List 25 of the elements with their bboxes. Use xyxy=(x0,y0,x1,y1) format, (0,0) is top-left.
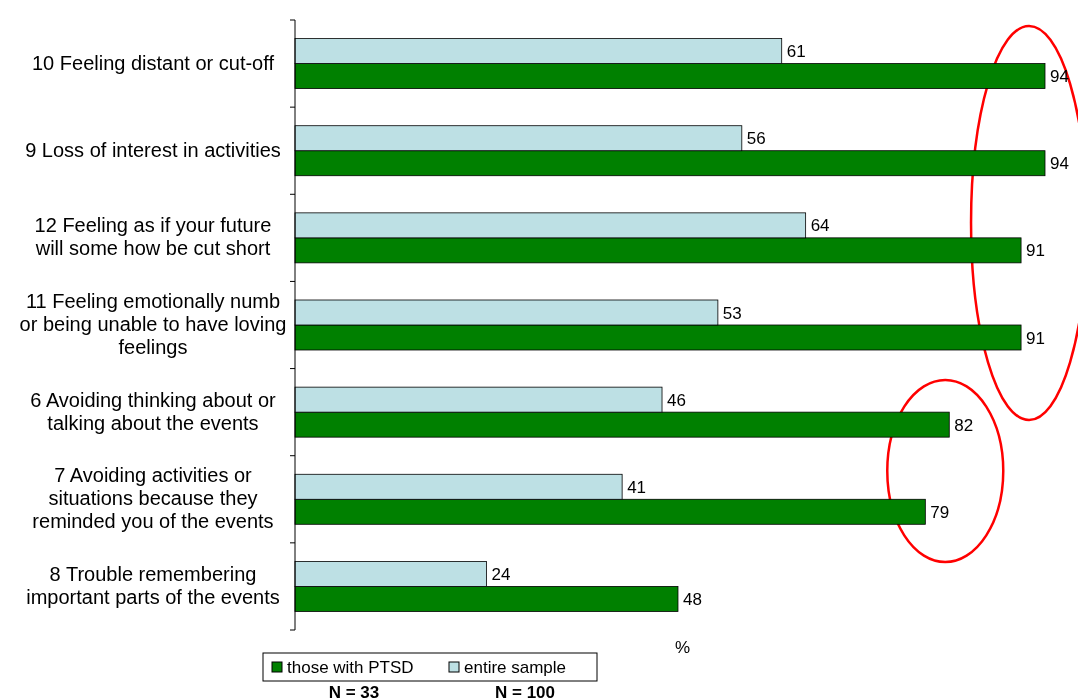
y-tick-label: 12 Feeling as if your future will some how be cut short xyxy=(34,214,272,260)
data-label: 24 xyxy=(491,564,511,584)
legend-label: entire sample xyxy=(464,658,567,677)
legend-label: those with PTSD xyxy=(287,658,414,677)
data-label: 82 xyxy=(954,415,974,435)
y-tick-label: 8 Trouble remembering important parts of the events xyxy=(26,562,280,608)
text: N = 100 xyxy=(494,683,556,700)
data-label: 94 xyxy=(1050,154,1069,174)
data-label: 91 xyxy=(1026,241,1045,261)
y-tick-label: 10 Feeling distant or cut-off xyxy=(32,51,275,74)
data-label: 91 xyxy=(1026,328,1045,348)
text: N = 33 xyxy=(328,683,380,700)
y-tick-label: 7 Avoiding activities or situations because they reminded you of the events xyxy=(32,464,274,533)
data-label: 46 xyxy=(667,390,686,410)
x-axis-title: % xyxy=(674,638,691,657)
data-label: 53 xyxy=(722,303,742,323)
y-tick-label: 9 Loss of interest in activities xyxy=(25,138,281,161)
y-tick-label: 11 Feeling emotionally numb or being unable to have loving feelings xyxy=(19,290,287,358)
data-label: 41 xyxy=(627,477,647,497)
y-tick-label: 6 Avoiding thinking about or talking about the events xyxy=(30,388,277,434)
data-label: 64 xyxy=(810,216,830,236)
data-label: 48 xyxy=(682,589,702,609)
data-label: 61 xyxy=(786,42,806,62)
data-label: 79 xyxy=(930,502,950,522)
data-label: 56 xyxy=(746,129,766,149)
